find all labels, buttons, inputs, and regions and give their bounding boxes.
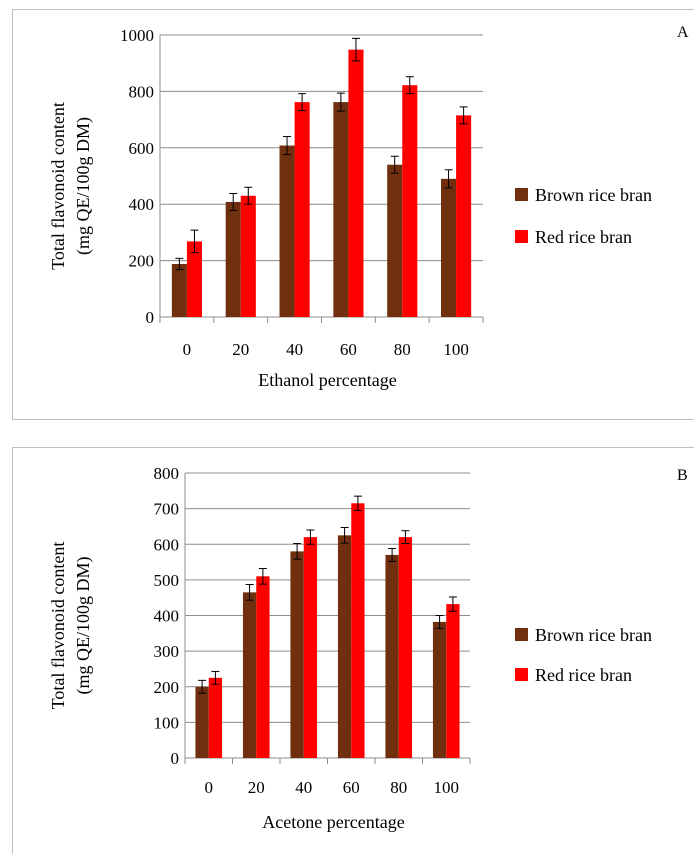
bar-red-rice-bran (208, 677, 223, 758)
x-tick-label: 100 (443, 340, 469, 359)
y-axis-title: (mg QE/100g DM) (73, 557, 94, 695)
bar-red-rice-bran (456, 115, 472, 318)
bar-brown-rice-bran (337, 535, 352, 758)
chart-a-svg: 0 200 400 600 800 1000 0 20 40 60 80 100 Ethanol per… (48, 24, 689, 390)
x-tick-label: 0 (205, 778, 214, 797)
bar-red-rice-bran (402, 85, 418, 317)
bar-brown-rice-bran (195, 686, 209, 758)
x-tick-label: 60 (340, 340, 357, 359)
x-tick-label: 60 (343, 778, 360, 797)
bar-brown-rice-bran (279, 145, 295, 317)
y-tick-label: 0 (171, 749, 180, 768)
x-axis-title: Acetone percentage (262, 812, 404, 832)
bar-brown-rice-bran (385, 554, 399, 758)
bar-brown-rice-bran (290, 551, 304, 758)
legend-swatch (515, 628, 528, 641)
legend-swatch (515, 230, 528, 243)
bar-red-rice-bran (446, 604, 460, 758)
y-axis-title: Total flavonoid content (48, 542, 68, 710)
x-tick-label: 80 (394, 340, 411, 359)
legend-swatch (515, 668, 528, 681)
x-tick-label: 40 (295, 778, 312, 797)
legend-label: Brown rice bran (535, 625, 652, 645)
x-tick-label: 20 (248, 778, 265, 797)
panel-label: B (677, 467, 688, 484)
y-tick-label: 800 (154, 464, 180, 483)
y-tick-label: 300 (154, 642, 180, 661)
legend-label: Red rice bran (535, 665, 632, 685)
x-axis-title: Ethanol percentage (258, 370, 396, 390)
y-tick-label: 1000 (120, 26, 154, 45)
chart-panel-b: 0 100 200 300 400 500 600 700 800 0 20 40 60 80 100 Ace… (12, 447, 694, 854)
x-tick-label: 20 (232, 340, 249, 359)
y-tick-label: 800 (129, 82, 155, 101)
y-tick-label: 200 (154, 678, 180, 697)
y-tick-label: 200 (129, 252, 155, 271)
bar-red-rice-bran (294, 102, 310, 317)
bar-red-rice-bran (240, 195, 256, 317)
chart-panel-a: 0 200 400 600 800 1000 0 20 40 60 80 100 Ethanol per… (12, 9, 694, 420)
bar-brown-rice-bran (387, 164, 403, 317)
panel-label: A (677, 24, 689, 41)
y-axis-title: Total flavonoid content (48, 102, 68, 270)
bar-brown-rice-bran (171, 263, 187, 317)
y-tick-label: 0 (146, 308, 155, 327)
chart-b-svg: 0 100 200 300 400 500 600 700 800 0 20 40 60 80 100 Ace… (48, 464, 688, 832)
bar-red-rice-bran (186, 241, 202, 317)
bar-red-rice-bran (303, 537, 318, 758)
bar-brown-rice-bran (225, 201, 241, 317)
bar-red-rice-bran (398, 537, 413, 758)
legend-label: Brown rice bran (535, 185, 652, 205)
y-axis-title: (mg QE/100g DM) (73, 117, 94, 255)
bar-brown-rice-bran (333, 102, 349, 317)
bar-brown-rice-bran (242, 592, 257, 758)
bar-brown-rice-bran (432, 621, 447, 758)
bar-red-rice-bran (351, 503, 365, 758)
y-tick-label: 500 (154, 571, 180, 590)
legend-swatch (515, 188, 528, 201)
x-tick-label: 100 (434, 778, 460, 797)
bar-brown-rice-bran (441, 178, 457, 317)
x-tick-label: 0 (183, 340, 192, 359)
y-tick-label: 100 (154, 713, 180, 732)
x-tick-label: 40 (286, 340, 303, 359)
y-tick-label: 700 (154, 500, 180, 519)
y-tick-label: 600 (129, 139, 155, 158)
x-tick-label: 80 (390, 778, 407, 797)
bar-red-rice-bran (256, 576, 270, 758)
y-tick-label: 400 (154, 607, 180, 626)
y-tick-label: 400 (129, 195, 155, 214)
legend-label: Red rice bran (535, 227, 632, 247)
bar-red-rice-bran (348, 49, 364, 317)
y-tick-label: 600 (154, 535, 180, 554)
